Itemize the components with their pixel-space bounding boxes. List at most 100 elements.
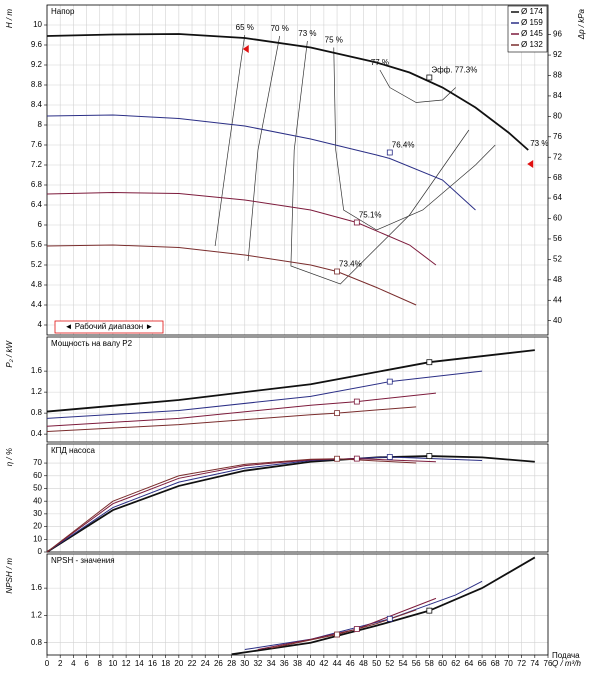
x-tick-label: 64 bbox=[464, 659, 473, 668]
x-tick-label: 22 bbox=[188, 659, 197, 668]
y-tick-label: 7.2 bbox=[31, 160, 43, 169]
x-tick-label: 30 bbox=[240, 659, 249, 668]
y-tick-label: 6 bbox=[38, 220, 43, 229]
y2-tick-label: 44 bbox=[553, 295, 562, 304]
y2-tick-label: 80 bbox=[553, 111, 562, 120]
x-tick-label: 8 bbox=[98, 659, 103, 668]
y-tick-label: 4.8 bbox=[31, 280, 43, 289]
x-tick-label: 72 bbox=[517, 659, 526, 668]
x-tick-label: 28 bbox=[227, 659, 236, 668]
y2-tick-label: 60 bbox=[553, 214, 562, 223]
x-tick-label: 0 bbox=[45, 659, 50, 668]
y2-tick-label: 40 bbox=[553, 316, 562, 325]
x-tick-label: 14 bbox=[135, 659, 144, 668]
operating-point bbox=[353, 626, 360, 632]
curve bbox=[46, 370, 483, 419]
y2-tick-label: 48 bbox=[553, 275, 562, 284]
x-axis-label: Q / m³/h bbox=[552, 659, 581, 668]
operating-point bbox=[353, 398, 360, 405]
curve bbox=[257, 597, 437, 651]
plot-frame bbox=[46, 336, 549, 443]
operating-point bbox=[426, 607, 433, 614]
y-tick-label: 6.8 bbox=[31, 180, 43, 189]
y-tick-label: 8 bbox=[38, 120, 43, 129]
y2-tick-label: 52 bbox=[553, 255, 562, 264]
x-tick-label: 20 bbox=[174, 659, 183, 668]
y-tick-label: 8.8 bbox=[31, 80, 43, 89]
y-tick-label: 60 bbox=[33, 471, 42, 480]
y-tick-label: 0.4 bbox=[31, 429, 43, 438]
y-tick-label: 1.2 bbox=[31, 611, 43, 620]
working-range-label: ◄ Рабочий диапазон ► bbox=[65, 322, 154, 331]
x-tick-label: 76 bbox=[544, 659, 553, 668]
y2-tick-label: 64 bbox=[553, 193, 562, 202]
y-axis-label: P₂ / kW bbox=[5, 340, 14, 368]
x-tick-label: 34 bbox=[267, 659, 276, 668]
y-tick-label: 0.8 bbox=[31, 638, 43, 647]
operating-point-label: 75.1% bbox=[359, 211, 382, 220]
x-tick-label: 42 bbox=[319, 659, 328, 668]
iso-efficiency-line bbox=[333, 47, 496, 231]
y2-tick-label: 84 bbox=[553, 91, 562, 100]
panel-title: Напор bbox=[51, 7, 75, 16]
operating-point bbox=[353, 455, 360, 462]
y2-tick-label: 68 bbox=[553, 173, 562, 182]
x-tick-label: 62 bbox=[451, 659, 460, 668]
y2-tick-label: 76 bbox=[553, 132, 562, 141]
range-marker bbox=[242, 45, 249, 53]
y2-tick-label: 96 bbox=[553, 30, 562, 39]
iso-efficiency-line bbox=[214, 34, 246, 247]
y-tick-label: 4 bbox=[38, 320, 43, 329]
x-tick-label: 60 bbox=[438, 659, 447, 668]
x-tick-label: 46 bbox=[346, 659, 355, 668]
y-axis-label: H / m bbox=[5, 9, 14, 28]
iso-efficiency-label: 65 % bbox=[236, 23, 254, 32]
y2-tick-label: 56 bbox=[553, 234, 562, 243]
operating-point bbox=[334, 455, 340, 462]
x-tick-label: 18 bbox=[161, 659, 170, 668]
curve bbox=[231, 556, 536, 656]
x-tick-label: 24 bbox=[201, 659, 210, 668]
y-tick-label: 70 bbox=[33, 458, 42, 467]
x-tick-label: 66 bbox=[478, 659, 487, 668]
x-tick-label: 32 bbox=[253, 659, 262, 668]
panel-title: Мощность на валу P2 bbox=[51, 339, 133, 348]
y-tick-label: 9.2 bbox=[31, 60, 43, 69]
y2-tick-label: 92 bbox=[553, 50, 562, 59]
operating-point bbox=[426, 359, 433, 366]
y-tick-label: 5.6 bbox=[31, 240, 43, 249]
curve bbox=[46, 244, 417, 306]
y-tick-label: 9.6 bbox=[31, 40, 43, 49]
y-tick-label: 20 bbox=[33, 522, 42, 531]
x-tick-label: 6 bbox=[84, 659, 89, 668]
curve bbox=[46, 114, 476, 211]
panel-title: КПД насоса bbox=[51, 446, 95, 455]
iso-efficiency-label: 75 % bbox=[325, 36, 343, 45]
x-tick-label: 48 bbox=[359, 659, 368, 668]
operating-point-label: 76.4% bbox=[392, 141, 415, 150]
y-tick-label: 6.4 bbox=[31, 200, 43, 209]
x-tick-label: 36 bbox=[280, 659, 289, 668]
curve bbox=[46, 33, 529, 151]
y-tick-label: 7.6 bbox=[31, 140, 43, 149]
y-tick-label: 1.6 bbox=[31, 583, 43, 592]
x-axis-note: Подача bbox=[552, 651, 580, 660]
y2-tick-label: 88 bbox=[553, 71, 562, 80]
y-axis-label: η / % bbox=[5, 448, 14, 466]
y2-axis-label: Δp / kPa bbox=[577, 8, 586, 40]
range-marker bbox=[527, 160, 534, 168]
y-tick-label: 10 bbox=[33, 534, 42, 543]
y-tick-label: 0 bbox=[38, 547, 43, 556]
end-label: 73 % bbox=[530, 139, 548, 148]
x-tick-label: 26 bbox=[214, 659, 223, 668]
operating-point-label: 73.4% bbox=[339, 260, 362, 269]
x-tick-label: 54 bbox=[399, 659, 408, 668]
legend-label: Ø 145 bbox=[521, 29, 543, 38]
x-tick-label: 2 bbox=[58, 659, 63, 668]
x-tick-label: 50 bbox=[372, 659, 381, 668]
operating-point-label: Эфф. 77.3% bbox=[431, 66, 477, 75]
legend-label: Ø 159 bbox=[521, 18, 543, 27]
y-tick-label: 30 bbox=[33, 509, 42, 518]
x-tick-label: 40 bbox=[306, 659, 315, 668]
